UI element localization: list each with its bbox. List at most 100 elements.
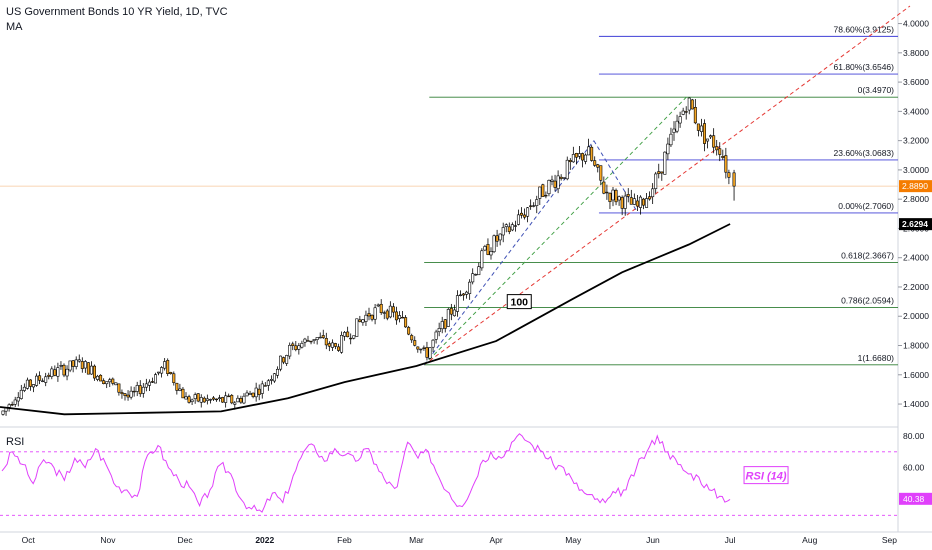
candle-body [480,250,484,269]
candle [318,332,322,339]
candle [111,377,115,386]
ma-label: 100 [510,297,528,309]
candle-body [477,266,481,276]
candle [86,362,90,375]
candle-body [608,192,612,203]
candle [254,382,258,402]
candle [596,163,600,173]
candle-body [419,348,423,351]
candle [312,339,316,344]
candle [501,222,505,243]
candle [269,375,273,385]
candle [648,191,652,201]
candle [474,273,478,276]
candle [38,371,42,385]
candle-body [504,224,508,227]
candle [568,158,572,170]
candle [31,384,35,393]
x-tick-label: Mar [409,535,424,545]
candle-body [620,197,624,209]
candle [617,195,621,206]
rsi-title: RSI [6,436,25,448]
candle-body [587,146,591,156]
candle-body [364,314,368,322]
candle [215,398,219,402]
candle [480,248,484,271]
candle [471,268,475,285]
candle [260,380,264,399]
candle [404,315,408,328]
candle-body [584,154,588,162]
candle [16,392,20,407]
candle [257,384,261,401]
rsi-line [1,433,731,513]
candle-body [596,164,600,168]
candle-body [443,319,447,329]
candle-body [376,304,380,307]
candle [333,342,337,350]
fib-level-label: 78.60%(3.9125) [834,24,895,34]
candle-body [458,294,462,296]
candle-body [129,390,133,398]
candle-body [202,397,206,403]
candle-body [361,319,365,323]
candle [178,383,182,392]
candle-body [471,273,475,283]
y-tick-label: 3.2000 [903,136,929,146]
candle-body [544,194,548,197]
candle [285,354,289,366]
candle [65,365,69,381]
candle-body [370,314,374,320]
candle [117,383,121,396]
candle [1,410,5,416]
candle [96,374,100,382]
ma-label-box [506,294,532,310]
candle-body [309,340,313,343]
candle [184,392,188,400]
candle [279,355,283,372]
candle [208,398,212,404]
candle-body [599,165,603,181]
candle [105,381,109,389]
candle-body [352,335,356,339]
x-tick-label: Feb [337,535,352,545]
candle [340,331,344,354]
rsi-value-tag [899,492,932,505]
candle [291,341,295,351]
candle [526,206,530,223]
candle-body [498,233,502,241]
candle [455,290,459,317]
candle-body [690,99,694,110]
candle-body [297,345,301,350]
candle-body [727,172,731,178]
candle [385,308,389,321]
candle [211,396,215,401]
candle-body [242,395,246,404]
candle-body [340,334,344,353]
candle-body [25,379,29,389]
candle [446,307,450,327]
candle-body [44,376,48,383]
candle-body [175,382,179,391]
trendline [423,96,687,366]
candle-body [513,225,517,227]
candle [413,336,417,347]
candle-body [22,386,26,391]
candle-body [721,156,725,158]
candle [324,332,328,350]
candle-body [382,312,386,314]
candle [205,394,209,405]
candle-body [681,110,685,115]
candle [699,118,703,137]
candle-body [324,338,328,346]
candle-body [702,123,706,144]
y-tick-label: 1.8000 [903,341,929,351]
candle-body [333,343,337,347]
candle-body [260,383,264,394]
x-tick-label: 2022 [255,535,274,545]
ma100-line [0,223,731,416]
candle-body [465,291,469,295]
candle-body [327,343,331,347]
candle [431,338,435,353]
